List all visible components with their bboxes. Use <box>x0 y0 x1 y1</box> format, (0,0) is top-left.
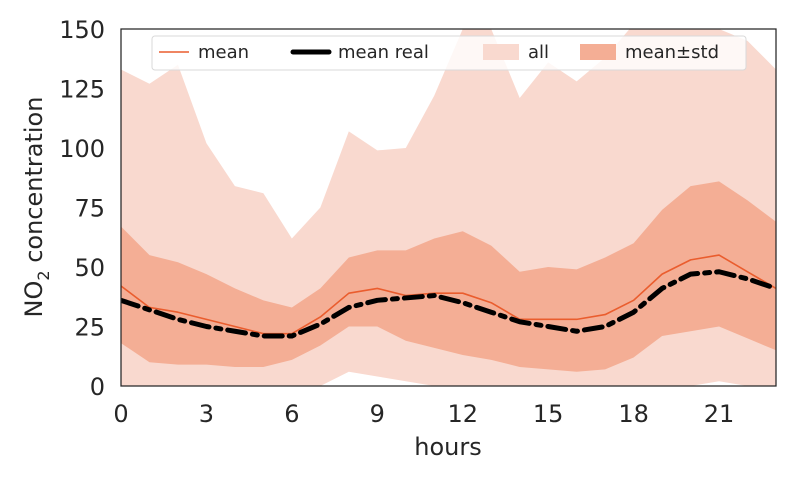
x-axis-label: hours <box>414 433 481 461</box>
y-ticks: 0 25 50 75 100 125 150 <box>59 16 105 401</box>
plot-frame <box>120 28 777 387</box>
x-tick-label: 21 <box>704 400 735 428</box>
legend-label-all: all <box>528 42 549 63</box>
y-tick-label: 75 <box>74 195 105 223</box>
legend-swatch-all <box>483 44 519 60</box>
legend-label-mean-pm-std: mean±std <box>625 42 719 63</box>
chart-bands <box>121 29 776 386</box>
y-tick-label: 100 <box>59 135 105 163</box>
line-mean <box>121 254 776 335</box>
y-tick-label: 50 <box>74 254 105 282</box>
legend-swatch-mean-pm-std <box>580 44 616 60</box>
x-tick-label: 18 <box>618 400 649 428</box>
y-tick-label: 125 <box>59 76 105 104</box>
legend: mean mean real all mean±std <box>151 35 747 71</box>
x-tick-label: 12 <box>447 400 478 428</box>
line-mean-real <box>121 269 776 339</box>
x-tick-label: 9 <box>370 400 385 428</box>
y-tick-label: 0 <box>90 373 105 401</box>
x-tick-label: 6 <box>284 400 299 428</box>
y-tick-label: 25 <box>74 314 105 342</box>
y-axis-label: NO2 concentration <box>20 97 53 318</box>
x-tick-label: 15 <box>533 400 564 428</box>
legend-label-mean: mean <box>198 42 249 63</box>
x-ticks: 0 3 6 9 12 15 18 21 <box>113 400 734 428</box>
x-tick-label: 0 <box>113 400 128 428</box>
legend-label-mean-real: mean real <box>338 42 429 63</box>
chart-lines <box>121 254 776 339</box>
x-tick-label: 3 <box>199 400 214 428</box>
y-tick-label: 150 <box>59 16 105 44</box>
